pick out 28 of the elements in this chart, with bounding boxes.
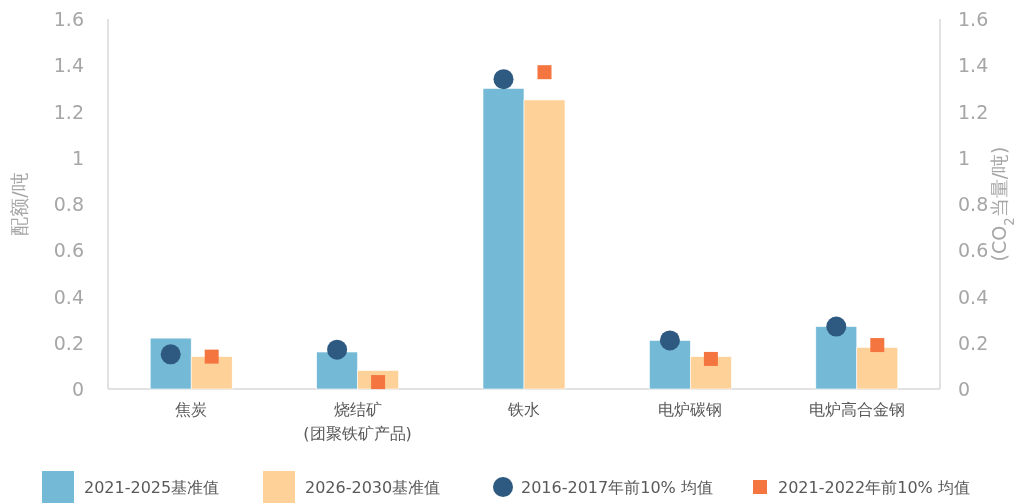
y2-tick-label: 1.4 <box>958 54 989 77</box>
y-tick-label: 1.4 <box>53 54 84 77</box>
x-tick-label: 烧结矿 (团聚铁矿产品) <box>303 400 412 443</box>
y-tick-label: 1.6 <box>53 8 84 30</box>
legend-label: 2016-2017年前10% 均值 <box>521 478 713 497</box>
x-tick-label: 铁水 <box>507 400 540 419</box>
y2-tick-label: 1 <box>958 146 971 169</box>
y-tick-label: 1 <box>71 146 84 169</box>
x-tick-label: 焦炭 <box>175 400 208 419</box>
y2-tick-label: 0.2 <box>958 331 989 354</box>
y2-tick-label: 0.8 <box>958 193 989 215</box>
legend-label: 2021-2022年前10% 均值 <box>778 478 970 497</box>
legend-label: 2026-2030基准值 <box>305 478 441 497</box>
y-tick-label: 0 <box>71 378 84 400</box>
y-tick-label: 0.4 <box>53 285 84 308</box>
x-tick-label: 电炉高合金钢 <box>808 400 905 419</box>
legend-label: 2021-2025基准值 <box>84 478 220 497</box>
y-tick-label: 1.2 <box>53 100 84 123</box>
y2-tick-label: 0.6 <box>958 239 989 262</box>
x-tick-label: 电炉碳钢 <box>658 400 723 419</box>
y-tick-label: 0.6 <box>53 239 84 262</box>
y-axis-title: 配额/吨 <box>8 172 30 236</box>
y2-tick-label: 0.4 <box>958 285 989 308</box>
y-tick-label: 0.2 <box>53 331 84 354</box>
y2-tick-label: 0 <box>958 378 971 400</box>
y-tick-label: 0.8 <box>53 193 84 215</box>
y2-tick-label: 1.6 <box>958 8 989 30</box>
y2-tick-label: 1.2 <box>958 100 989 123</box>
